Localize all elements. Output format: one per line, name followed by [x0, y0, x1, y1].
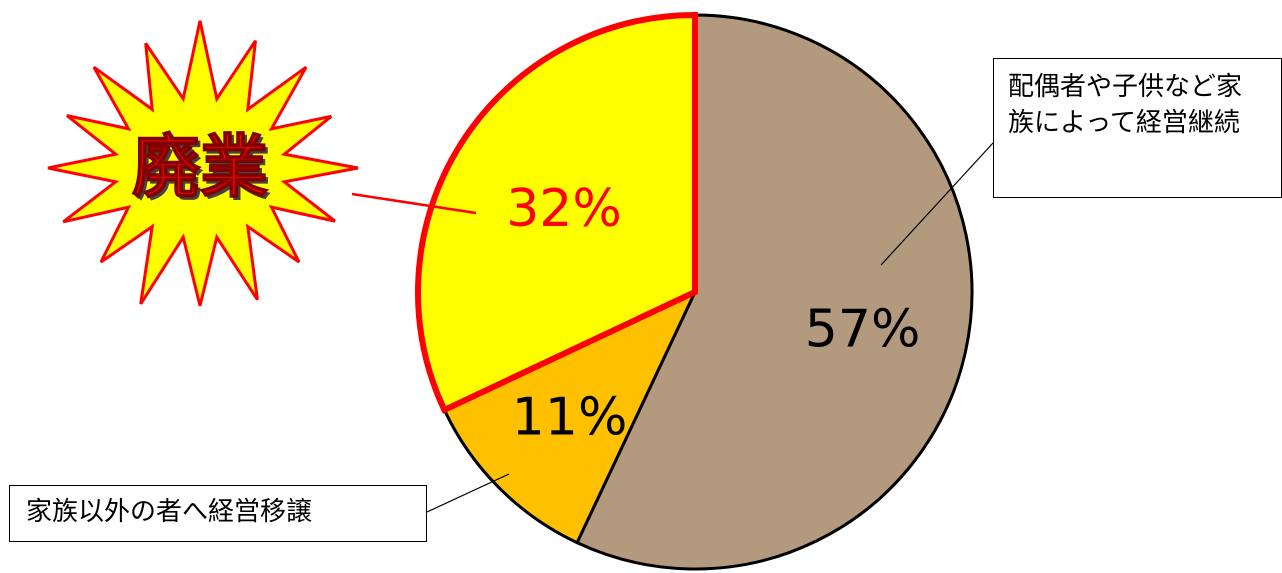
family-callout-leader-line — [880, 142, 994, 266]
pie-slice-11pct — [442, 288, 699, 545]
burst-text-shadow: 廃業 — [135, 132, 271, 211]
pie-slice-57pct — [575, 13, 974, 571]
transfer-callout-leader-line — [426, 473, 510, 513]
pie-slices — [414, 11, 974, 571]
burst-star-shape — [47, 20, 359, 307]
closure-leader-line — [351, 192, 477, 215]
value-label-11pct: 11% — [512, 387, 628, 447]
pie-value-labels: 57% 11% 32% — [351, 142, 994, 513]
non-family-transfer-callout: 家族以外の者へ経営移譲 — [9, 485, 427, 542]
value-label-32pct: 32% — [506, 179, 622, 239]
burst-text-closure: 廃業 — [132, 129, 268, 208]
value-label-57pct: 57% — [805, 300, 921, 360]
pie-slice-32pct — [414, 11, 698, 414]
family-continuation-callout: 配偶者や子供など家族によって経営継続 — [993, 58, 1282, 198]
